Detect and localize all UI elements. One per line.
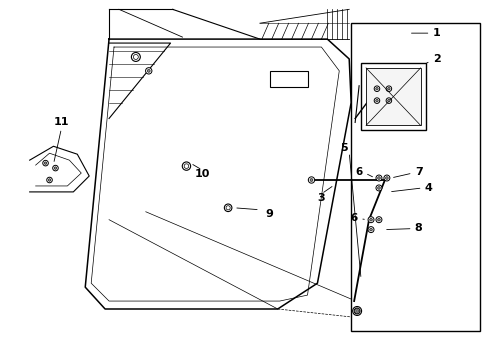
Circle shape — [353, 308, 359, 314]
Bar — [360, 63, 425, 130]
Circle shape — [377, 186, 380, 189]
Circle shape — [131, 53, 140, 62]
Text: 8: 8 — [414, 222, 422, 233]
Circle shape — [383, 175, 389, 181]
Circle shape — [385, 177, 387, 179]
Circle shape — [44, 162, 47, 165]
Circle shape — [375, 99, 377, 102]
Circle shape — [182, 162, 190, 170]
Circle shape — [48, 179, 51, 181]
Circle shape — [355, 310, 358, 312]
Text: 6: 6 — [355, 167, 362, 177]
Bar — [350, 23, 479, 331]
Circle shape — [42, 160, 48, 166]
Circle shape — [145, 68, 152, 74]
Circle shape — [47, 177, 52, 183]
Circle shape — [375, 87, 377, 90]
Text: 3: 3 — [317, 193, 325, 203]
Circle shape — [354, 309, 359, 314]
Circle shape — [375, 185, 381, 191]
Circle shape — [309, 179, 312, 181]
Circle shape — [377, 219, 380, 221]
Text: 7: 7 — [414, 167, 422, 177]
Circle shape — [369, 219, 371, 221]
Circle shape — [147, 69, 150, 72]
Text: 10: 10 — [194, 169, 209, 179]
Text: 5: 5 — [340, 143, 347, 153]
Circle shape — [387, 99, 389, 102]
Circle shape — [373, 86, 379, 91]
Circle shape — [53, 165, 58, 171]
Circle shape — [375, 217, 381, 223]
Circle shape — [224, 204, 231, 212]
Circle shape — [369, 228, 371, 231]
Text: 4: 4 — [424, 183, 431, 193]
Bar — [366, 68, 420, 125]
Circle shape — [387, 87, 389, 90]
Text: 11: 11 — [54, 117, 69, 127]
Circle shape — [373, 98, 379, 103]
Circle shape — [377, 177, 380, 179]
Text: 6: 6 — [350, 213, 357, 223]
Circle shape — [225, 206, 230, 210]
Text: 2: 2 — [432, 54, 440, 64]
Circle shape — [367, 227, 373, 233]
Text: 9: 9 — [265, 209, 273, 219]
Circle shape — [386, 98, 391, 103]
Circle shape — [54, 167, 57, 169]
Circle shape — [352, 306, 361, 315]
Bar — [269, 71, 307, 87]
Circle shape — [184, 164, 188, 168]
Circle shape — [375, 175, 381, 181]
Circle shape — [367, 217, 373, 223]
Circle shape — [307, 177, 314, 183]
Text: 1: 1 — [432, 28, 440, 38]
Circle shape — [133, 54, 138, 59]
Circle shape — [386, 86, 391, 91]
